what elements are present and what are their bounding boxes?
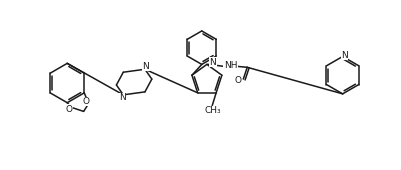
Text: NH: NH	[223, 61, 237, 70]
Text: N: N	[119, 93, 126, 102]
Text: O: O	[234, 76, 241, 85]
Text: N: N	[142, 62, 149, 71]
Text: N: N	[209, 58, 216, 67]
Text: O: O	[82, 97, 89, 106]
Text: N: N	[340, 51, 347, 60]
Text: CH₃: CH₃	[205, 106, 221, 115]
Text: O: O	[65, 105, 72, 114]
